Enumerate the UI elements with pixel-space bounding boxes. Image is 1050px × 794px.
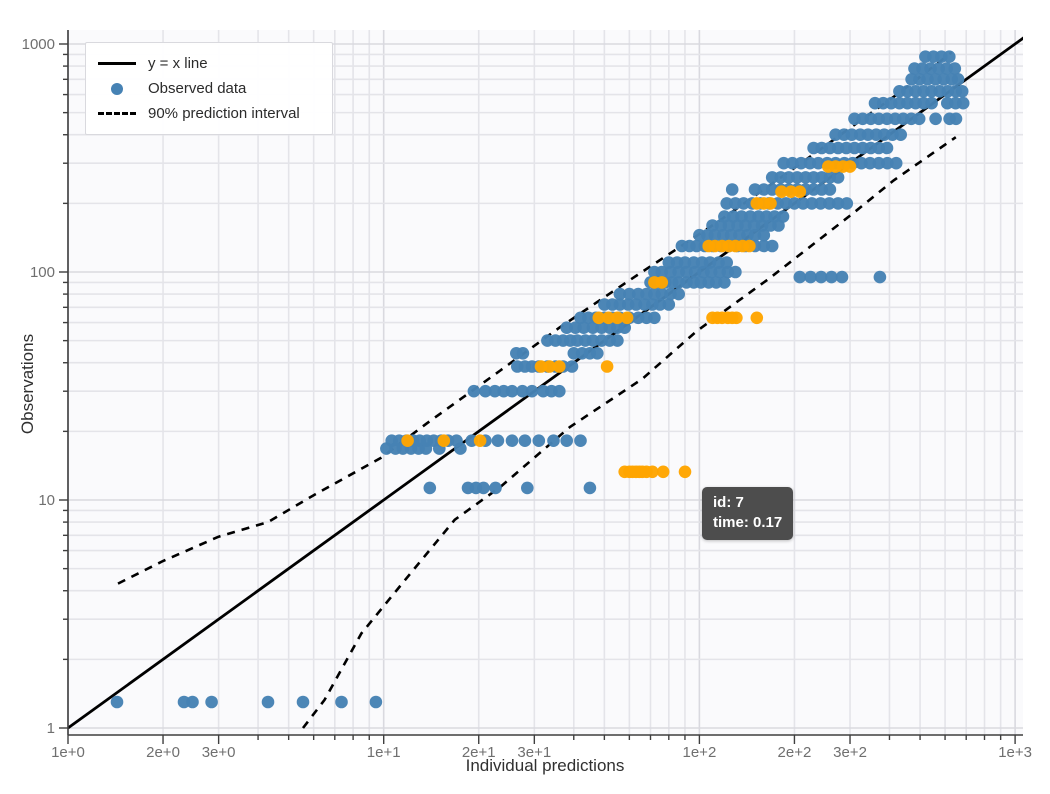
legend-label: 90% prediction interval xyxy=(148,105,300,122)
x-tick-label: 3e+2 xyxy=(833,744,867,761)
x-tick-label: 3e+0 xyxy=(202,744,236,761)
prediction-interval-line xyxy=(301,136,957,729)
x-tick-label: 1e+1 xyxy=(367,744,401,761)
legend-label: Observed data xyxy=(148,80,247,97)
x-tick-label: 1e+3 xyxy=(998,744,1032,761)
x-tick-label: 1e+2 xyxy=(683,744,717,761)
y-tick-label: 1 xyxy=(47,720,55,737)
legend-item-observed-data: Observed data xyxy=(98,76,322,101)
legend: y = x line Observed data 90% prediction … xyxy=(85,42,333,135)
x-tick-label: 3e+1 xyxy=(517,744,551,761)
y-tick-label: 100 xyxy=(30,264,55,281)
y-axis-title: Observations xyxy=(18,333,37,435)
axes: 1e+0 2e+0 3e+0 1e+1 2e+1 3e+1 1e+2 2e+2 3e+2 1e+3… xyxy=(22,30,1032,761)
highlighted-points xyxy=(401,160,857,479)
observed-points xyxy=(110,50,970,709)
x-axis-title: Individual predictions xyxy=(465,756,625,775)
y-tick-label: 1000 xyxy=(22,36,55,53)
legend-item-yx-line: y = x line xyxy=(98,51,322,76)
tooltip-id-line: id: 7 xyxy=(713,494,744,511)
x-tick-label: 1e+0 xyxy=(51,744,85,761)
legend-label: y = x line xyxy=(148,55,208,72)
solid-line-swatch xyxy=(98,62,136,65)
x-tick-label: 2e+2 xyxy=(778,744,812,761)
x-tick-label: 2e+0 xyxy=(146,744,180,761)
hover-tooltip: id: 7 time: 0.17 xyxy=(702,487,794,540)
x-tick-label: 2e+1 xyxy=(462,744,496,761)
gridlines xyxy=(67,30,1023,735)
legend-item-prediction-interval: 90% prediction interval xyxy=(98,101,322,126)
tooltip-time-line: time: 0.17 xyxy=(713,513,783,531)
dashed-line-swatch xyxy=(98,112,136,115)
y-tick-label: 10 xyxy=(38,492,55,509)
dot-swatch xyxy=(98,82,136,95)
